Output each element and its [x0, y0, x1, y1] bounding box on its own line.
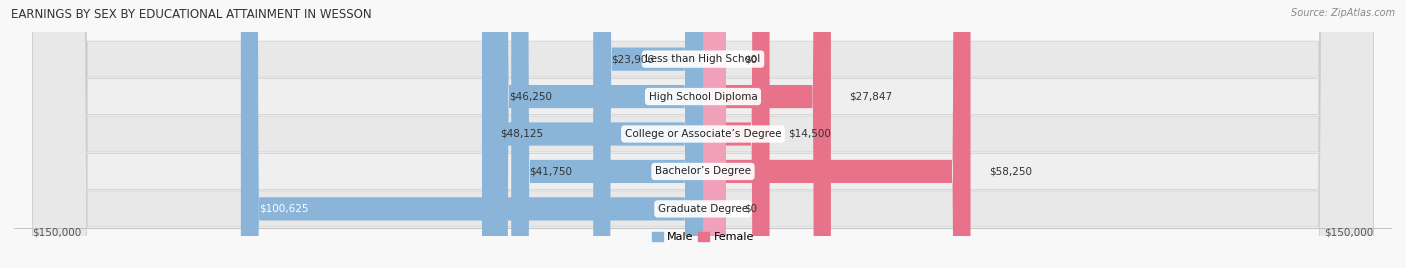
- FancyBboxPatch shape: [703, 0, 769, 268]
- Text: Graduate Degree: Graduate Degree: [658, 204, 748, 214]
- FancyBboxPatch shape: [593, 0, 703, 268]
- Text: $23,906: $23,906: [612, 54, 655, 64]
- FancyBboxPatch shape: [512, 0, 703, 268]
- Text: $48,125: $48,125: [501, 129, 544, 139]
- FancyBboxPatch shape: [32, 0, 1374, 268]
- Text: $14,500: $14,500: [787, 129, 831, 139]
- Text: High School Diploma: High School Diploma: [648, 92, 758, 102]
- Text: $150,000: $150,000: [1324, 227, 1374, 237]
- Text: College or Associate’s Degree: College or Associate’s Degree: [624, 129, 782, 139]
- FancyBboxPatch shape: [32, 0, 1374, 268]
- Text: EARNINGS BY SEX BY EDUCATIONAL ATTAINMENT IN WESSON: EARNINGS BY SEX BY EDUCATIONAL ATTAINMEN…: [11, 8, 371, 21]
- FancyBboxPatch shape: [703, 0, 970, 268]
- Text: Less than High School: Less than High School: [645, 54, 761, 64]
- Text: Bachelor’s Degree: Bachelor’s Degree: [655, 166, 751, 176]
- FancyBboxPatch shape: [32, 0, 1374, 268]
- Text: $150,000: $150,000: [32, 227, 82, 237]
- FancyBboxPatch shape: [482, 0, 703, 268]
- FancyBboxPatch shape: [240, 0, 703, 268]
- Text: $0: $0: [744, 54, 758, 64]
- Text: $41,750: $41,750: [530, 166, 572, 176]
- FancyBboxPatch shape: [491, 0, 703, 268]
- Legend: Male, Female: Male, Female: [647, 227, 759, 247]
- FancyBboxPatch shape: [703, 0, 831, 268]
- FancyBboxPatch shape: [32, 0, 1374, 268]
- FancyBboxPatch shape: [32, 0, 1374, 268]
- FancyBboxPatch shape: [703, 0, 725, 268]
- Text: $46,250: $46,250: [509, 92, 553, 102]
- Text: $58,250: $58,250: [988, 166, 1032, 176]
- Text: $27,847: $27,847: [849, 92, 893, 102]
- Text: Source: ZipAtlas.com: Source: ZipAtlas.com: [1291, 8, 1395, 18]
- Text: $100,625: $100,625: [259, 204, 309, 214]
- FancyBboxPatch shape: [703, 0, 725, 268]
- Text: $0: $0: [744, 204, 758, 214]
